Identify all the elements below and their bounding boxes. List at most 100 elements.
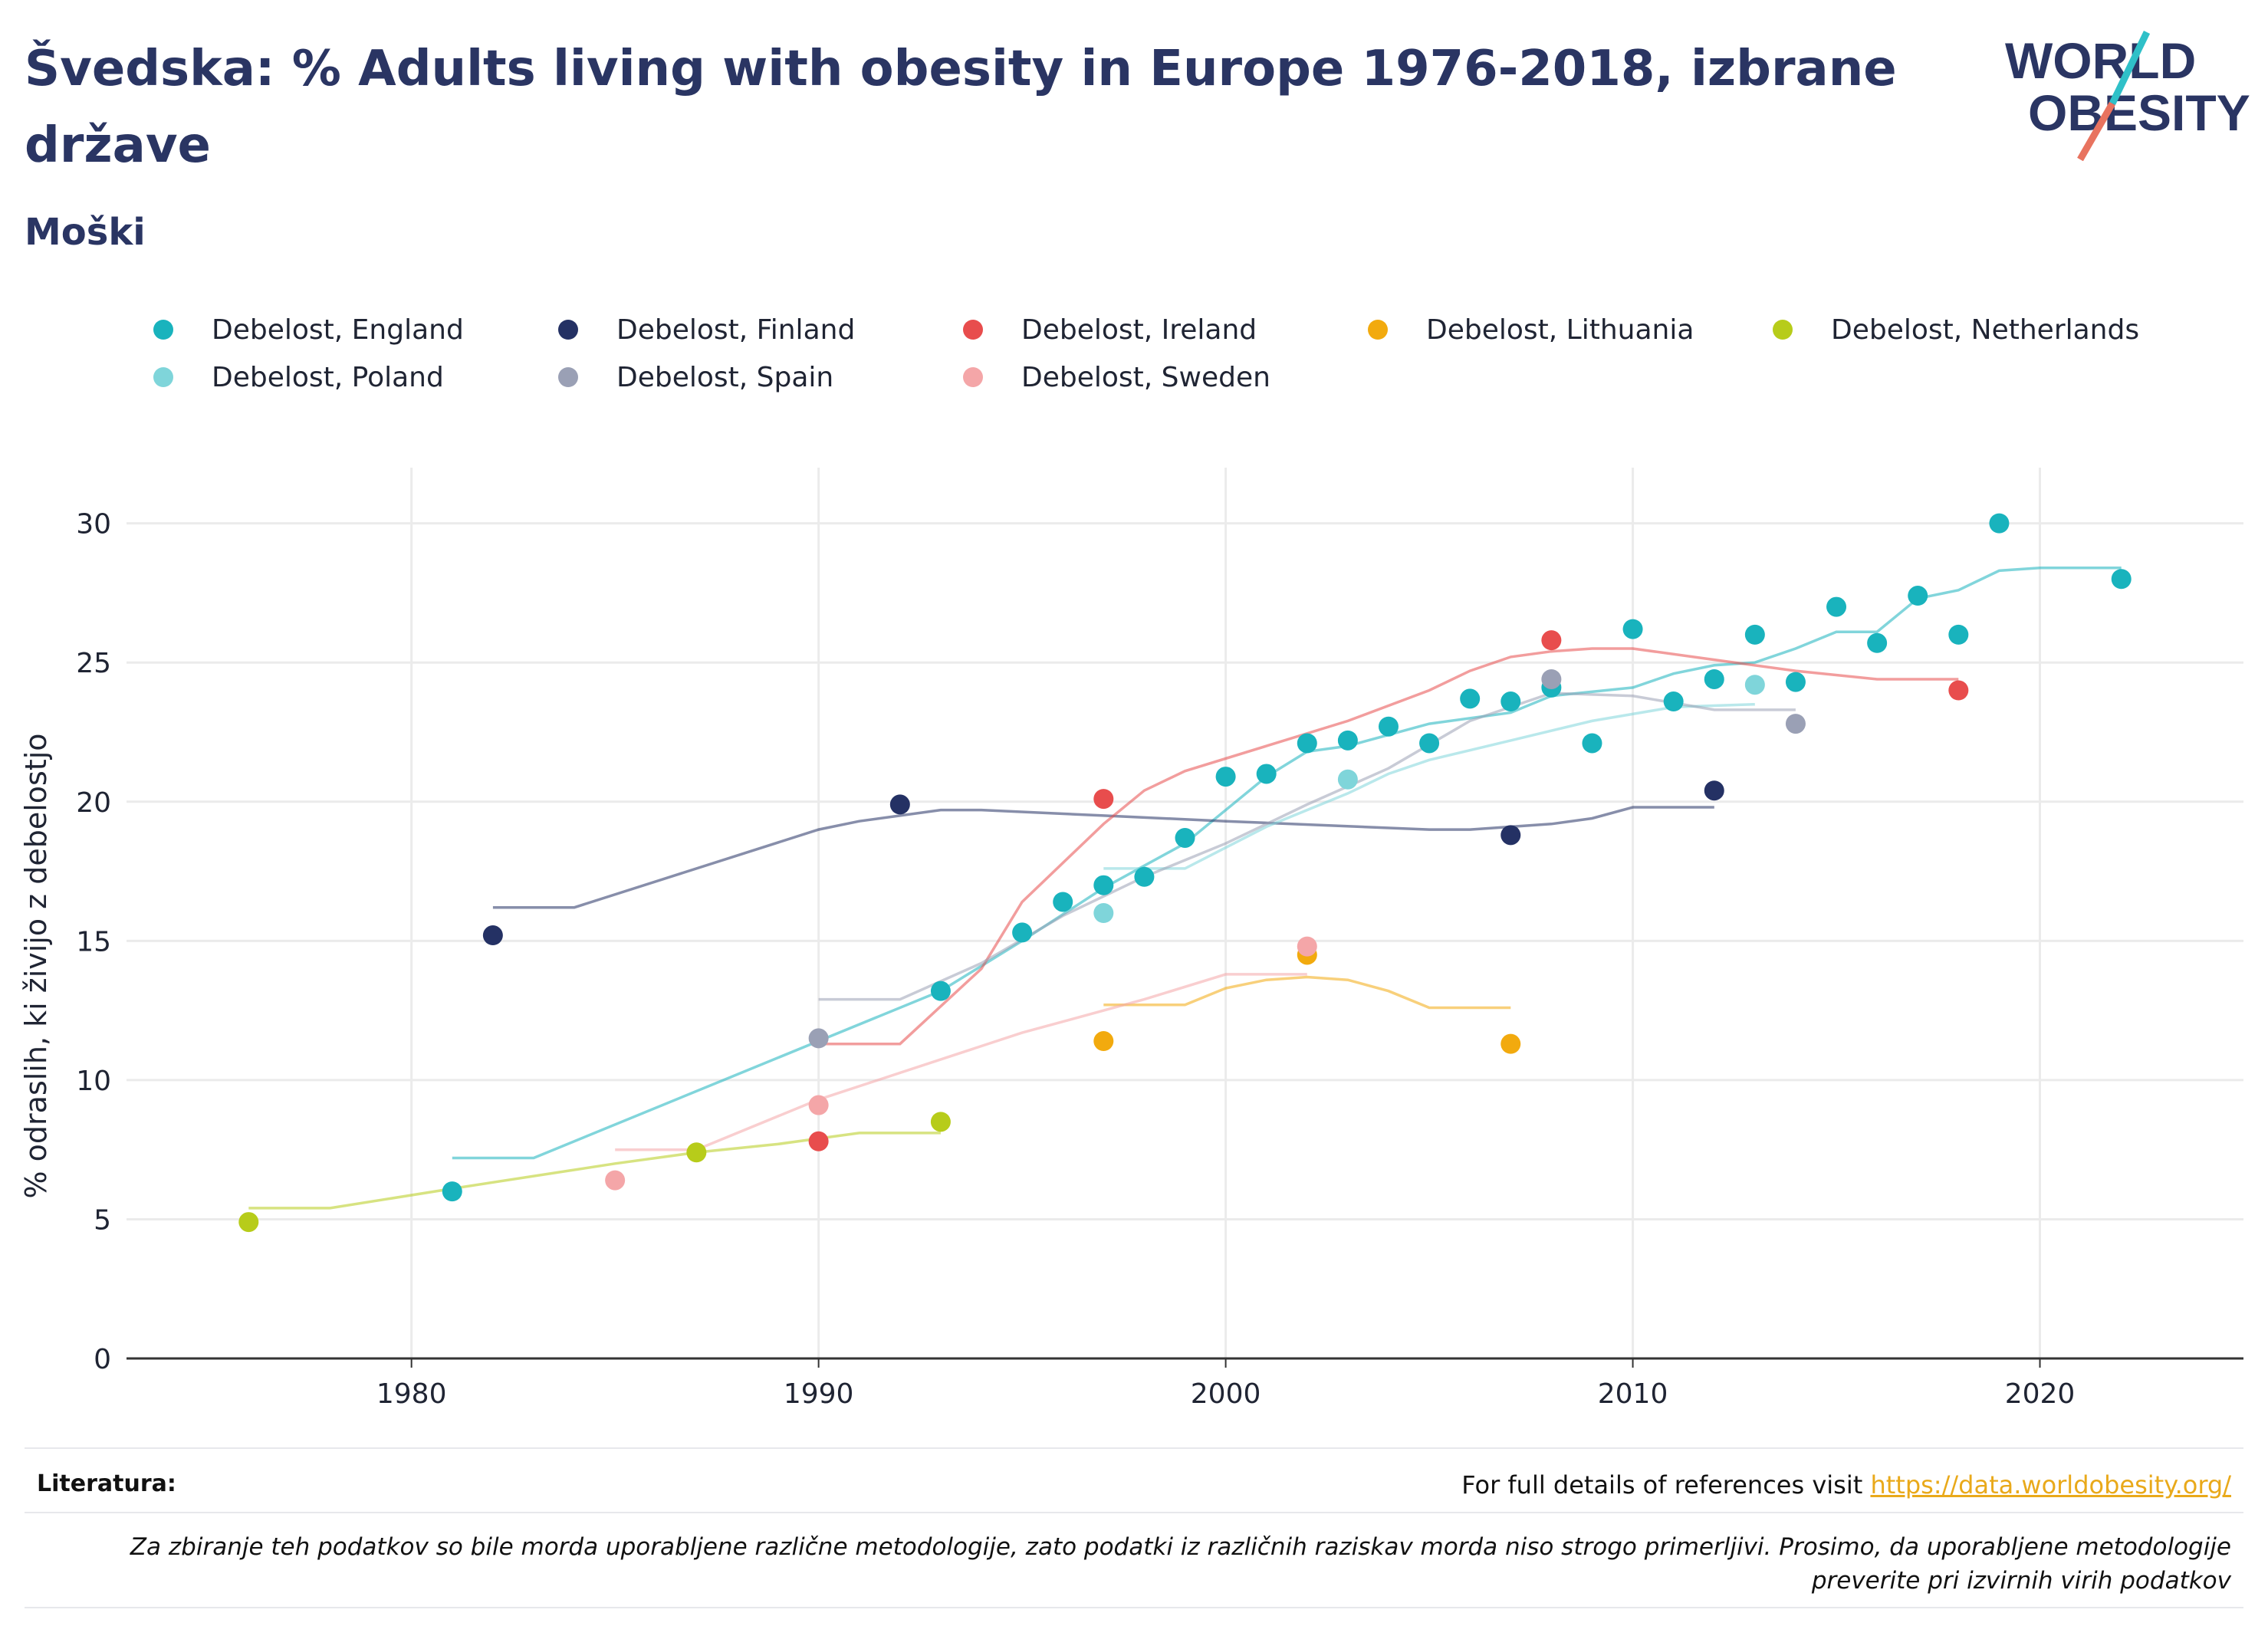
data-point [1744,675,1765,695]
data-point [686,1142,707,1163]
data-point [1500,825,1521,846]
legend-marker [1368,320,1388,340]
footer-divider-middle [25,1512,2243,1513]
trend-line [818,691,1796,1001]
data-point [1134,866,1155,887]
legend-item[interactable]: Debelost, Sweden [963,354,1270,400]
legend-label: Debelost, England [212,314,464,346]
data-point [1541,630,1562,651]
logo-word-world: WORLD [2005,32,2196,89]
trend-line [1103,702,1755,870]
x-tick-label: 2010 [1598,1378,1668,1410]
data-point [1744,624,1765,645]
legend-label: Debelost, Lithuania [1426,314,1694,346]
legend-label: Debelost, Spain [616,361,834,393]
y-tick-label: 15 [76,926,111,958]
trend-line [1103,975,1511,1010]
data-point [1093,903,1114,923]
data-point [1867,632,1888,653]
legend-marker [963,320,983,340]
data-point [605,1170,626,1191]
data-point [1826,596,1847,617]
legend-label: Debelost, Netherlands [1831,314,2140,346]
x-tick-label: 1990 [784,1378,854,1410]
chart-title-line-2: države [25,117,211,174]
y-tick-label: 20 [76,787,111,819]
trend-line [492,806,1714,909]
legend-item[interactable]: Debelost, Lithuania [1368,307,1694,353]
x-tick-label: 2000 [1191,1378,1261,1410]
data-point [1337,769,1358,790]
data-point [1053,892,1073,912]
data-point [808,1028,829,1049]
data-point [808,1131,829,1151]
data-point [889,794,910,815]
data-point [1622,619,1643,639]
data-point [238,1212,259,1233]
data-point [1215,767,1236,787]
data-point [1093,875,1114,895]
legend-item[interactable]: Debelost, Spain [558,354,833,400]
y-tick-label: 5 [94,1204,111,1236]
legend-item[interactable]: Debelost, Finland [558,307,855,353]
legend-item[interactable]: Debelost, Netherlands [1773,307,2139,353]
data-point [1460,688,1481,709]
y-tick-label: 25 [76,648,111,679]
data-point [1989,513,2010,534]
data-point [930,1112,951,1132]
references-prefix: For full details of references visit [1461,1470,1871,1500]
legend-marker [558,367,578,387]
chart-plot: 0 5 10 15 20 25 30 1980 1990 2000 2010 2020 % odras… [19,468,2243,1410]
data-point [1785,672,1806,692]
data-point [1500,1033,1521,1054]
data-point [442,1181,462,1202]
legend-label: Debelost, Finland [616,314,856,346]
logo-slash-top [2109,31,2151,105]
data-point [1500,691,1521,712]
data-point [1175,827,1195,848]
legend-item[interactable]: Debelost, England [153,307,464,353]
trend-line [818,647,1959,1046]
data-point [808,1095,829,1115]
data-point [1541,668,1562,689]
data-point [930,981,951,1001]
data-point [1256,764,1277,784]
data-point [1012,922,1033,943]
legend-marker [1773,320,1793,340]
y-tick-label: 10 [76,1066,111,1097]
y-axis-label: % odraslih, ki živijo z debelostjo [19,733,53,1198]
x-tick-label: 1980 [376,1378,447,1410]
references-link[interactable]: https://data.worldobesity.org/ [1870,1470,2231,1500]
data-point [1297,733,1317,754]
references-label: Literatura: [37,1470,176,1497]
legend-marker [153,320,173,340]
trend-line [452,566,2122,1160]
legend-item[interactable]: Debelost, Ireland [963,307,1257,353]
x-tick-label: 2020 [2005,1378,2076,1410]
data-point [1378,716,1399,737]
trend-line [615,973,1307,1151]
data-point [1582,733,1602,754]
data-point [1093,1031,1114,1052]
legend-item[interactable]: Debelost, Poland [153,354,444,400]
chart-subtitle: Moški [25,211,146,254]
data-point [482,925,503,946]
data-point [1419,733,1440,754]
data-point [1337,730,1358,751]
axes: 0 5 10 15 20 25 30 1980 1990 2000 2010 2020 [76,509,2243,1410]
data-point [1663,691,1684,712]
chart-title: Švedska: % Adults living with obesity in… [25,31,1941,184]
references-text: For full details of references visit htt… [1461,1470,2231,1500]
logo-word-obesity: OBESITY [2028,84,2250,141]
data-point [2111,569,2132,590]
world-obesity-logo: WORLD OBESITY [2005,31,2250,161]
data-point [1785,714,1806,734]
data-point [1948,624,1969,645]
footer-divider-top [25,1447,2243,1449]
data-point [1704,780,1724,801]
trend-line [248,1132,941,1210]
y-tick-label: 0 [94,1344,111,1375]
legend-label: Debelost, Ireland [1021,314,1257,346]
legend-label: Debelost, Poland [212,361,444,393]
legend-marker [963,367,983,387]
